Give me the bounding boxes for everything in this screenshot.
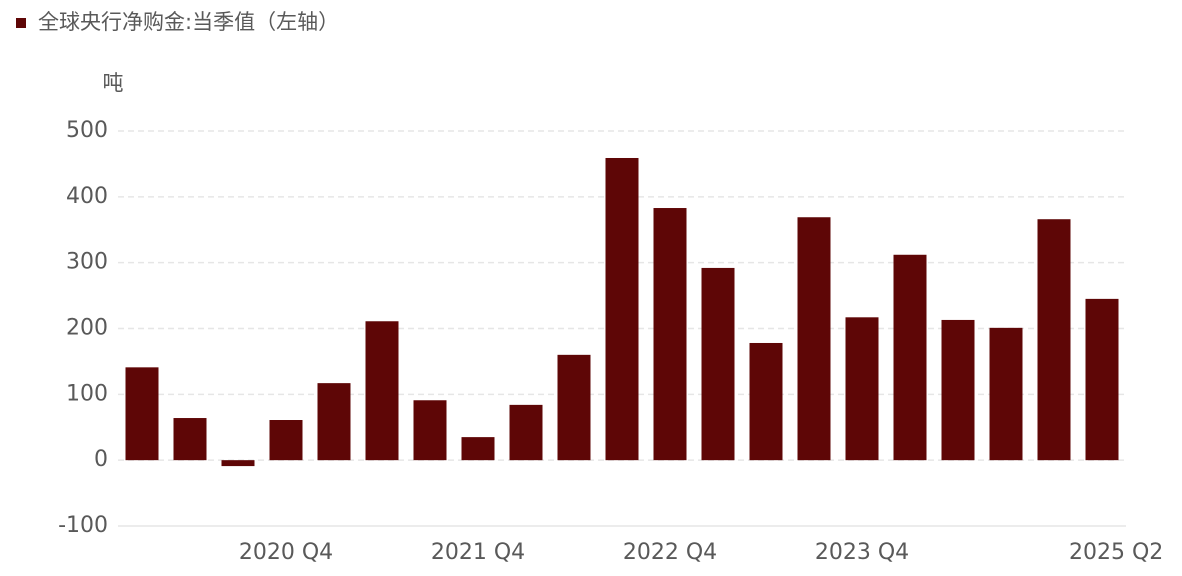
bar: [893, 254, 927, 461]
legend-label: 全球央行净购金:当季值（左轴）: [38, 10, 339, 34]
y-tick-label: 0: [94, 447, 108, 472]
bar: [173, 418, 207, 461]
bar: [1037, 219, 1071, 461]
bar: [365, 321, 399, 461]
bar: [701, 267, 735, 461]
bar: [413, 400, 447, 461]
y-tick-label: 100: [66, 381, 108, 406]
y-tick-label: 300: [66, 250, 108, 275]
bar: [941, 319, 975, 461]
x-tick-label: 2021 Q4: [431, 540, 525, 565]
bar: [461, 437, 495, 461]
bar: [317, 383, 351, 461]
bar: [797, 217, 831, 461]
x-tick-label: 2022 Q4: [623, 540, 717, 565]
bar: [989, 327, 1023, 461]
bar: [221, 460, 255, 467]
bar: [653, 208, 687, 461]
bar: [749, 342, 783, 461]
bar: [269, 420, 303, 461]
bar: [605, 157, 639, 461]
bar: [557, 354, 591, 461]
y-axis-unit: 吨: [103, 71, 124, 95]
legend-marker: [16, 18, 26, 28]
x-tick-label: 2023 Q4: [815, 540, 909, 565]
bar: [125, 367, 159, 461]
y-tick-label: 500: [66, 118, 108, 143]
x-tick-label: 2025 Q2: [1069, 540, 1163, 565]
bar: [845, 317, 879, 461]
bar: [509, 404, 543, 461]
y-tick-label: 200: [66, 316, 108, 341]
y-tick-label: 400: [66, 184, 108, 209]
x-tick-label: 2020 Q4: [239, 540, 333, 565]
bar: [1085, 298, 1119, 461]
y-tick-label: -100: [58, 513, 108, 538]
